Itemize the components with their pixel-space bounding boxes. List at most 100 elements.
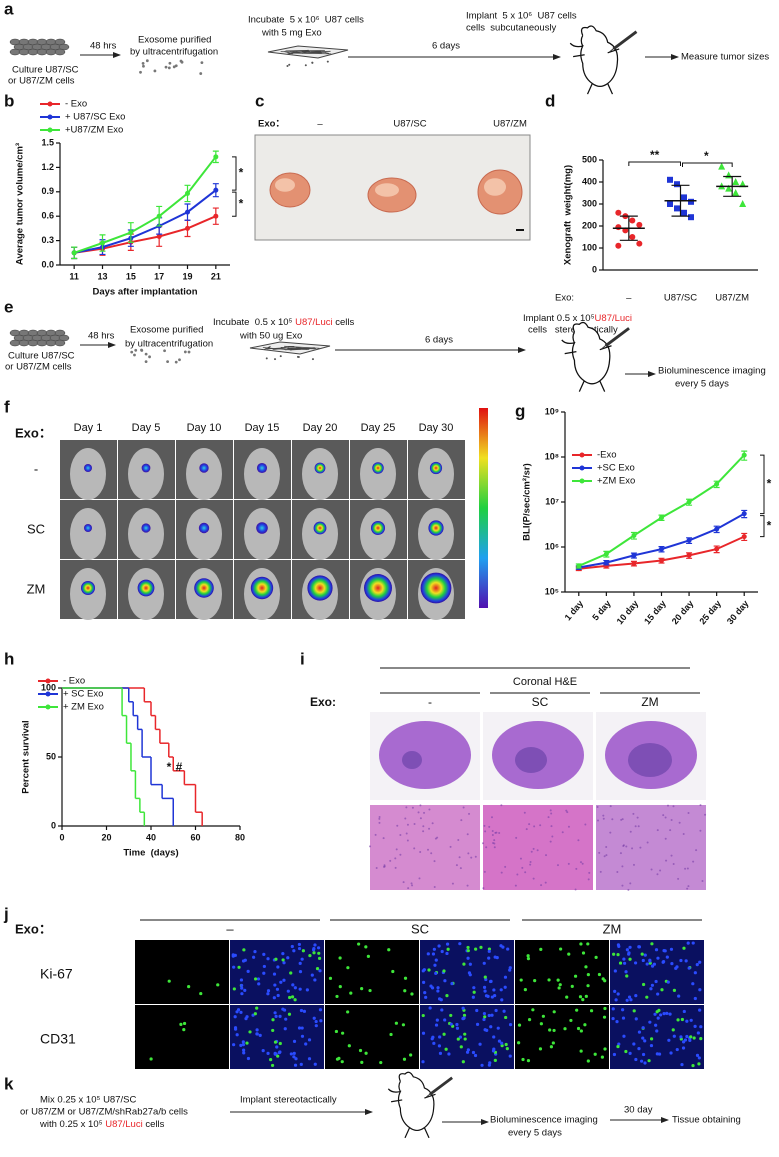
nucleus bbox=[617, 1042, 621, 1046]
stain bbox=[341, 1031, 345, 1035]
legend-label: +ZM Exo bbox=[597, 476, 635, 487]
nucleus bbox=[413, 847, 416, 850]
nucleus bbox=[422, 830, 425, 833]
stain bbox=[409, 1053, 413, 1057]
x-tick-label: 15 bbox=[126, 271, 136, 281]
bioluminescence bbox=[371, 521, 385, 535]
legend-label: - Exo bbox=[65, 99, 87, 110]
nucleus bbox=[467, 971, 472, 975]
nucleus bbox=[498, 831, 501, 834]
nucleus bbox=[282, 978, 286, 982]
nucleus bbox=[308, 953, 312, 958]
x-tick-label: 20 bbox=[101, 832, 111, 842]
nucleus bbox=[611, 818, 614, 821]
exosome-dot bbox=[166, 360, 169, 364]
nucleus bbox=[689, 1018, 693, 1022]
nucleus bbox=[266, 989, 271, 993]
nucleus bbox=[503, 985, 507, 989]
mouse-body bbox=[128, 508, 164, 560]
nucleus bbox=[252, 955, 256, 959]
nucleus bbox=[665, 1011, 669, 1016]
nucleus bbox=[281, 1007, 285, 1011]
nucleus bbox=[599, 870, 602, 873]
nucleus bbox=[255, 1028, 259, 1032]
nucleus bbox=[643, 1061, 647, 1065]
nucleus bbox=[466, 1048, 470, 1052]
nucleus bbox=[634, 825, 637, 828]
nucleus bbox=[445, 994, 449, 998]
nucleus bbox=[312, 951, 316, 955]
nucleus bbox=[695, 1053, 700, 1057]
nucleus bbox=[427, 848, 430, 851]
label: SC bbox=[532, 695, 549, 709]
exosome-dot bbox=[187, 350, 191, 354]
stain bbox=[402, 1057, 407, 1061]
exosome-dot bbox=[141, 62, 145, 65]
dish-cell bbox=[325, 52, 330, 54]
data-point bbox=[615, 242, 622, 249]
nucleus bbox=[661, 960, 665, 964]
stain bbox=[360, 987, 364, 991]
legend-label: -Exo bbox=[597, 450, 617, 461]
nucleus bbox=[404, 817, 407, 820]
label: or U87/ZM cells bbox=[8, 76, 75, 87]
nucleus bbox=[693, 996, 697, 1001]
stain bbox=[594, 955, 598, 959]
nucleus bbox=[257, 982, 261, 986]
label: Day 1 bbox=[74, 422, 103, 434]
data-point bbox=[732, 189, 740, 196]
nucleus bbox=[669, 829, 672, 832]
label: Day 5 bbox=[132, 422, 161, 434]
x-tick-label: 19 bbox=[182, 271, 192, 281]
bioluminescence bbox=[199, 463, 209, 473]
nucleus bbox=[406, 823, 409, 826]
nucleus bbox=[621, 884, 624, 887]
nucleus bbox=[683, 1038, 688, 1042]
nucleus bbox=[637, 825, 640, 828]
nucleus bbox=[299, 1008, 304, 1013]
bioluminescence bbox=[307, 575, 333, 601]
nucleus bbox=[290, 995, 295, 999]
nucleus bbox=[643, 1039, 647, 1043]
label: 6 days bbox=[432, 41, 460, 52]
nucleus bbox=[533, 825, 536, 828]
nucleus bbox=[655, 1010, 659, 1014]
stain bbox=[559, 947, 563, 951]
nucleus bbox=[656, 956, 660, 960]
nucleus bbox=[625, 845, 628, 848]
stain bbox=[403, 989, 407, 993]
nucleus bbox=[676, 1018, 680, 1022]
nucleus bbox=[245, 1041, 249, 1045]
dish-cell bbox=[308, 50, 331, 53]
nucleus bbox=[524, 871, 527, 874]
stain bbox=[533, 979, 537, 983]
nucleus bbox=[378, 821, 381, 824]
label: ZM bbox=[603, 921, 622, 936]
label: Measure tumor sizes bbox=[681, 52, 769, 63]
nucleus bbox=[621, 1016, 626, 1020]
exosome-dot bbox=[153, 69, 157, 73]
exosome-dot bbox=[140, 348, 143, 352]
stain bbox=[579, 942, 583, 946]
y-tick-label: 10⁶ bbox=[545, 541, 559, 551]
nucleus bbox=[499, 988, 503, 992]
nucleus bbox=[581, 862, 584, 865]
exosome-dot bbox=[144, 352, 148, 356]
legend-marker bbox=[579, 465, 585, 471]
nucleus bbox=[540, 884, 543, 887]
nucleus bbox=[659, 869, 662, 872]
nucleus bbox=[483, 824, 486, 827]
nucleus bbox=[699, 829, 702, 832]
cell bbox=[54, 48, 66, 56]
nucleus bbox=[456, 1037, 460, 1041]
nucleus bbox=[232, 987, 236, 991]
bioluminescence bbox=[428, 520, 444, 536]
bioluminescence bbox=[141, 523, 151, 533]
exosome-dot bbox=[183, 350, 187, 354]
nucleus bbox=[297, 1026, 302, 1030]
nucleus bbox=[421, 1060, 425, 1064]
label: by ultracentrifugation bbox=[125, 339, 213, 350]
x-tick-label: 13 bbox=[97, 271, 107, 281]
nucleus bbox=[632, 863, 635, 866]
nucleus bbox=[444, 1047, 448, 1051]
